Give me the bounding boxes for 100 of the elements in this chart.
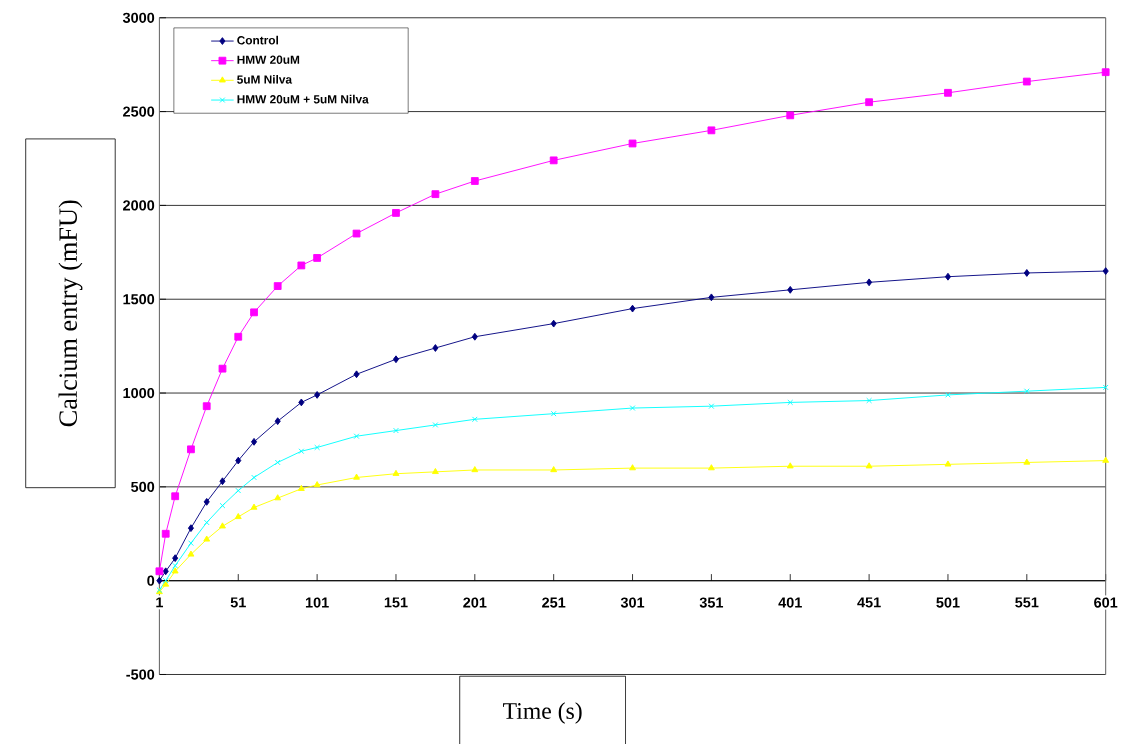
- y-tick-label: 0: [147, 575, 155, 586]
- point: [471, 416, 478, 423]
- x-tick-label: 351: [699, 597, 724, 608]
- point: [274, 417, 281, 425]
- point: [353, 370, 360, 379]
- point: [550, 319, 557, 328]
- y-tick-label: -500: [126, 669, 155, 680]
- y-tick-label: 3000: [122, 12, 155, 23]
- point: [550, 465, 558, 473]
- point: [171, 492, 180, 500]
- legend-label: 5uM Nilva: [237, 74, 293, 84]
- point: [393, 427, 399, 434]
- point: [203, 535, 211, 542]
- point: [155, 567, 164, 576]
- point: [313, 480, 321, 488]
- x-tick-label: 301: [620, 597, 645, 608]
- point: [865, 462, 873, 469]
- point: [250, 308, 258, 317]
- point: [234, 512, 242, 519]
- x-tick-label: 551: [1015, 597, 1039, 608]
- point: [156, 576, 163, 585]
- point: [203, 497, 210, 506]
- point: [314, 390, 321, 399]
- x-tick-label: 151: [384, 597, 408, 608]
- y-tick-label: 2500: [123, 106, 155, 117]
- point: [787, 285, 794, 294]
- point: [1102, 456, 1110, 463]
- point: [274, 459, 281, 466]
- point: [297, 484, 305, 491]
- y-tick-label: 2000: [123, 200, 155, 211]
- point: [708, 403, 715, 409]
- y-tick-label: 1000: [123, 387, 155, 399]
- point: [274, 494, 282, 501]
- point: [708, 293, 715, 302]
- x-tick-label: 51: [230, 597, 246, 608]
- x-tick-label: 101: [305, 597, 329, 608]
- point: [392, 355, 399, 364]
- point: [353, 473, 360, 480]
- point: [298, 448, 305, 454]
- point: [431, 190, 440, 198]
- point: [866, 278, 873, 287]
- point: [235, 456, 242, 465]
- point: [392, 469, 400, 476]
- point: [251, 437, 258, 446]
- point: [234, 332, 243, 341]
- point: [250, 503, 258, 510]
- y-tick-label: 500: [131, 481, 155, 492]
- point: [866, 397, 872, 404]
- x-tick-label: 501: [936, 597, 960, 608]
- legend-label: HMW 20uM: [237, 55, 300, 64]
- point: [202, 402, 211, 410]
- point: [1022, 77, 1031, 86]
- point: [1102, 267, 1109, 275]
- point: [219, 522, 226, 529]
- x-tick-label: 1: [156, 597, 164, 608]
- x-tick-label: 601: [1094, 597, 1118, 608]
- point: [471, 332, 478, 341]
- point: [1101, 68, 1110, 76]
- point: [944, 272, 951, 281]
- point: [171, 567, 179, 574]
- y-axis-title: Calcium entry (mFU): [58, 200, 83, 427]
- x-axis-title: Time (s): [503, 702, 582, 724]
- point: [787, 399, 794, 406]
- point: [219, 477, 226, 485]
- point: [218, 364, 227, 373]
- point: [314, 444, 320, 451]
- point: [251, 474, 257, 481]
- point: [470, 177, 479, 185]
- point: [1023, 458, 1031, 465]
- point: [1023, 268, 1030, 277]
- x-tick-label: 401: [778, 597, 802, 608]
- point: [431, 467, 439, 474]
- point: [172, 554, 179, 562]
- point: [629, 464, 636, 471]
- point: [549, 156, 558, 165]
- point: [187, 445, 195, 454]
- point: [187, 550, 195, 557]
- point: [273, 282, 282, 290]
- point: [628, 139, 637, 148]
- x-tick-label: 451: [857, 597, 881, 608]
- point: [298, 398, 305, 407]
- point: [219, 502, 226, 509]
- x-tick-label: 251: [542, 597, 566, 608]
- point: [297, 261, 306, 270]
- point: [944, 88, 952, 97]
- point: [162, 567, 169, 576]
- point: [187, 524, 194, 532]
- point: [1102, 384, 1109, 391]
- point: [629, 405, 636, 411]
- point: [172, 562, 179, 569]
- point: [161, 529, 170, 538]
- point: [313, 253, 321, 262]
- x-tick-label: 201: [463, 597, 487, 608]
- point: [352, 229, 361, 238]
- point: [865, 98, 873, 106]
- legend-label: Control: [237, 35, 278, 45]
- point: [188, 540, 194, 546]
- point: [629, 304, 636, 313]
- point: [786, 111, 795, 120]
- point: [1023, 388, 1030, 394]
